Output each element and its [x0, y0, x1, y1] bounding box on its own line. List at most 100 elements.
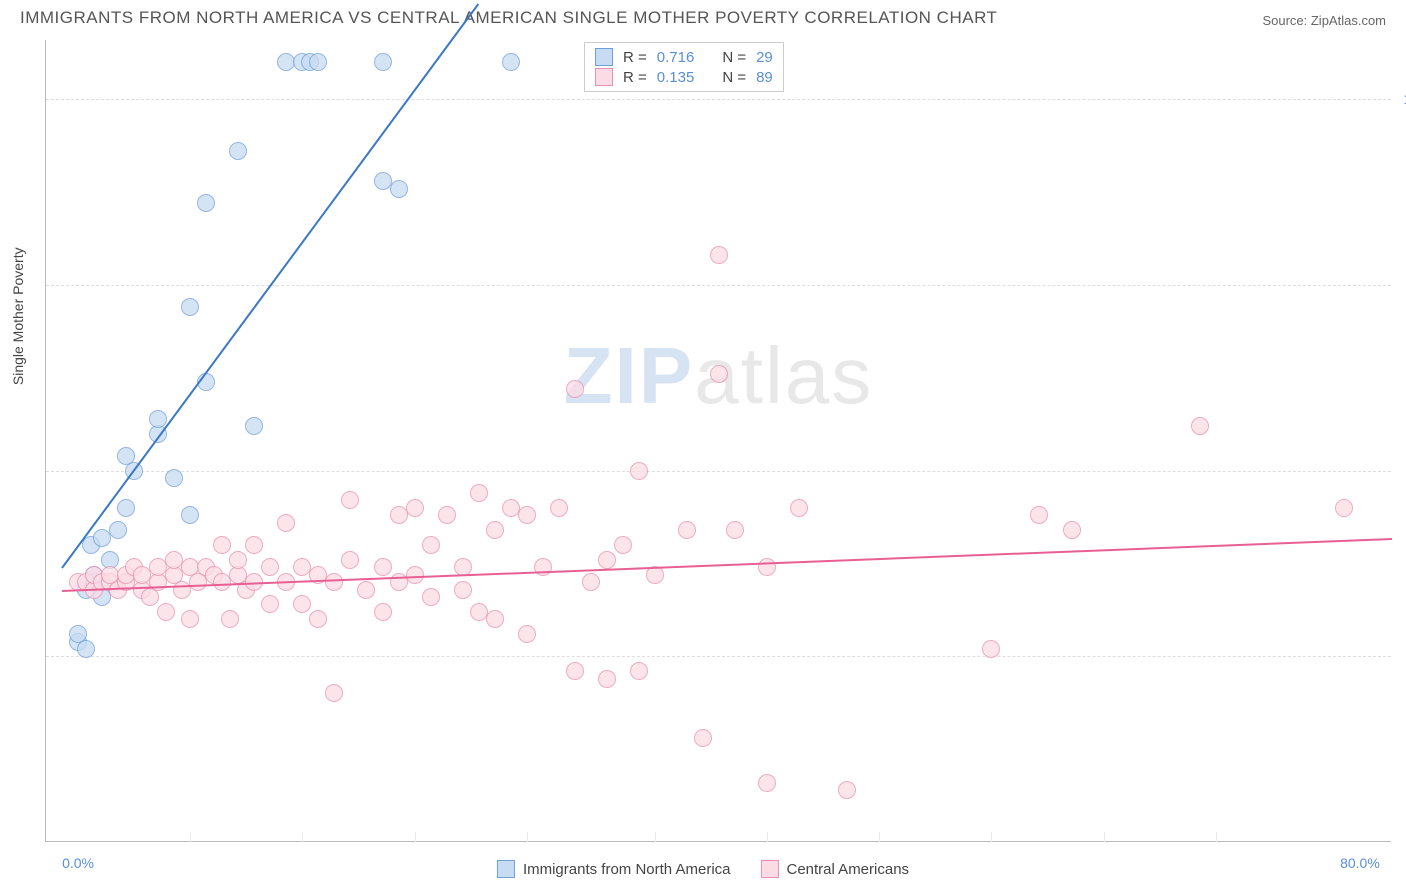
x-minor-tick	[879, 832, 880, 842]
data-point	[406, 566, 424, 584]
data-point	[758, 558, 776, 576]
x-minor-tick	[527, 832, 528, 842]
data-point	[357, 581, 375, 599]
data-point	[518, 506, 536, 524]
data-point	[165, 469, 183, 487]
data-point	[566, 662, 584, 680]
data-point	[598, 670, 616, 688]
data-point	[518, 625, 536, 643]
data-point	[726, 521, 744, 539]
stat-n-label: N =	[722, 49, 746, 66]
stat-legend-row: R = 0.135 N = 89	[595, 67, 773, 87]
gridline-y	[46, 656, 1391, 657]
legend-swatch	[595, 68, 613, 86]
trend-line	[61, 3, 479, 569]
x-minor-tick	[190, 832, 191, 842]
data-point	[534, 558, 552, 576]
data-point	[598, 551, 616, 569]
legend-swatch	[760, 860, 778, 878]
data-point	[277, 514, 295, 532]
stat-r-value: 0.716	[657, 49, 695, 66]
data-point	[1335, 499, 1353, 517]
data-point	[221, 610, 239, 628]
data-point	[1030, 506, 1048, 524]
data-point	[550, 499, 568, 517]
data-point	[374, 53, 392, 71]
legend-swatch	[497, 860, 515, 878]
y-axis-title: Single Mother Poverty	[10, 247, 26, 385]
data-point	[229, 551, 247, 569]
x-minor-tick	[415, 832, 416, 842]
data-point	[582, 573, 600, 591]
data-point	[374, 603, 392, 621]
scatter-chart: ZIPatlas R =0.716N =29R =0.135N =89 25.0…	[45, 40, 1391, 842]
data-point	[406, 499, 424, 517]
data-point	[486, 521, 504, 539]
data-point	[261, 595, 279, 613]
x-minor-tick	[302, 832, 303, 842]
data-point	[470, 484, 488, 502]
legend-swatch	[595, 48, 613, 66]
data-point	[213, 536, 231, 554]
data-point	[325, 573, 343, 591]
chart-header: IMMIGRANTS FROM NORTH AMERICA VS CENTRAL…	[0, 0, 1406, 32]
watermark-part1: ZIP	[564, 331, 694, 420]
data-point	[982, 640, 1000, 658]
data-point	[157, 603, 175, 621]
stat-legend-row: R = 0.716 N = 29	[595, 47, 773, 67]
source-attribution: Source: ZipAtlas.com	[1262, 13, 1386, 28]
data-point	[229, 142, 247, 160]
legend-label: Central Americans	[786, 861, 909, 878]
data-point	[566, 380, 584, 398]
data-point	[245, 417, 263, 435]
data-point	[838, 781, 856, 799]
stat-r-label: R =	[623, 69, 647, 86]
data-point	[181, 610, 199, 628]
data-point	[790, 499, 808, 517]
data-point	[454, 581, 472, 599]
gridline-y	[46, 285, 1391, 286]
data-point	[630, 662, 648, 680]
stat-r-value: 0.135	[657, 69, 695, 86]
chart-title: IMMIGRANTS FROM NORTH AMERICA VS CENTRAL…	[20, 8, 997, 28]
data-point	[1063, 521, 1081, 539]
data-point	[422, 536, 440, 554]
data-point	[309, 610, 327, 628]
gridline-y	[46, 99, 1391, 100]
data-point	[181, 298, 199, 316]
data-point	[1191, 417, 1209, 435]
data-point	[309, 53, 327, 71]
series-legend: Immigrants from North America Central Ame…	[497, 860, 909, 878]
data-point	[117, 499, 135, 517]
data-point	[197, 194, 215, 212]
x-minor-tick	[1104, 832, 1105, 842]
data-point	[710, 365, 728, 383]
stat-r-label: R =	[623, 49, 647, 66]
data-point	[422, 588, 440, 606]
data-point	[486, 610, 504, 628]
data-point	[390, 180, 408, 198]
legend-item: Central Americans	[760, 860, 909, 878]
x-tick-label: 80.0%	[1340, 855, 1380, 871]
x-minor-tick	[655, 832, 656, 842]
data-point	[341, 551, 359, 569]
data-point	[630, 462, 648, 480]
x-minor-tick	[991, 832, 992, 842]
x-minor-tick	[767, 832, 768, 842]
data-point	[678, 521, 696, 539]
data-point	[502, 53, 520, 71]
x-minor-tick	[1216, 832, 1217, 842]
data-point	[109, 521, 127, 539]
data-point	[374, 558, 392, 576]
legend-item: Immigrants from North America	[497, 860, 731, 878]
x-tick-label: 0.0%	[62, 855, 94, 871]
data-point	[293, 595, 311, 613]
data-point	[438, 506, 456, 524]
data-point	[245, 536, 263, 554]
data-point	[325, 684, 343, 702]
stat-n-value: 89	[756, 69, 773, 86]
data-point	[694, 729, 712, 747]
stat-n-label: N =	[722, 69, 746, 86]
data-point	[710, 246, 728, 264]
stat-n-value: 29	[756, 49, 773, 66]
